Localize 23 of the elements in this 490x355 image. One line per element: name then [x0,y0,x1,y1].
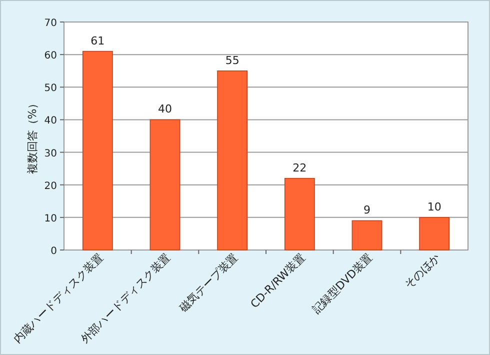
data-label: 9 [364,204,370,217]
x-tick-label: そのほか [402,250,442,292]
bar [217,70,248,250]
x-tick-label: 磁気テープ装置 [176,250,240,316]
y-tick-label: 20 [44,180,57,192]
bar [284,178,315,250]
y-tick-label: 40 [44,116,57,127]
y-tick-label: 70 [44,18,57,29]
y-tick-label: 0 [50,246,57,257]
data-label: 40 [158,102,172,116]
data-label: 10 [427,200,442,214]
data-label: 22 [292,161,307,174]
bar [352,220,382,250]
bar [82,50,113,250]
data-label: 55 [225,54,240,67]
bar [150,119,180,250]
y-tick-label: 50 [44,83,57,94]
y-axis-title: 複数回答（%） [26,98,39,174]
y-tick-label: 10 [44,213,57,224]
y-tick-label: 60 [44,50,57,62]
data-label: 61 [90,34,105,48]
bar [419,217,450,250]
y-tick-label: 30 [44,148,57,160]
